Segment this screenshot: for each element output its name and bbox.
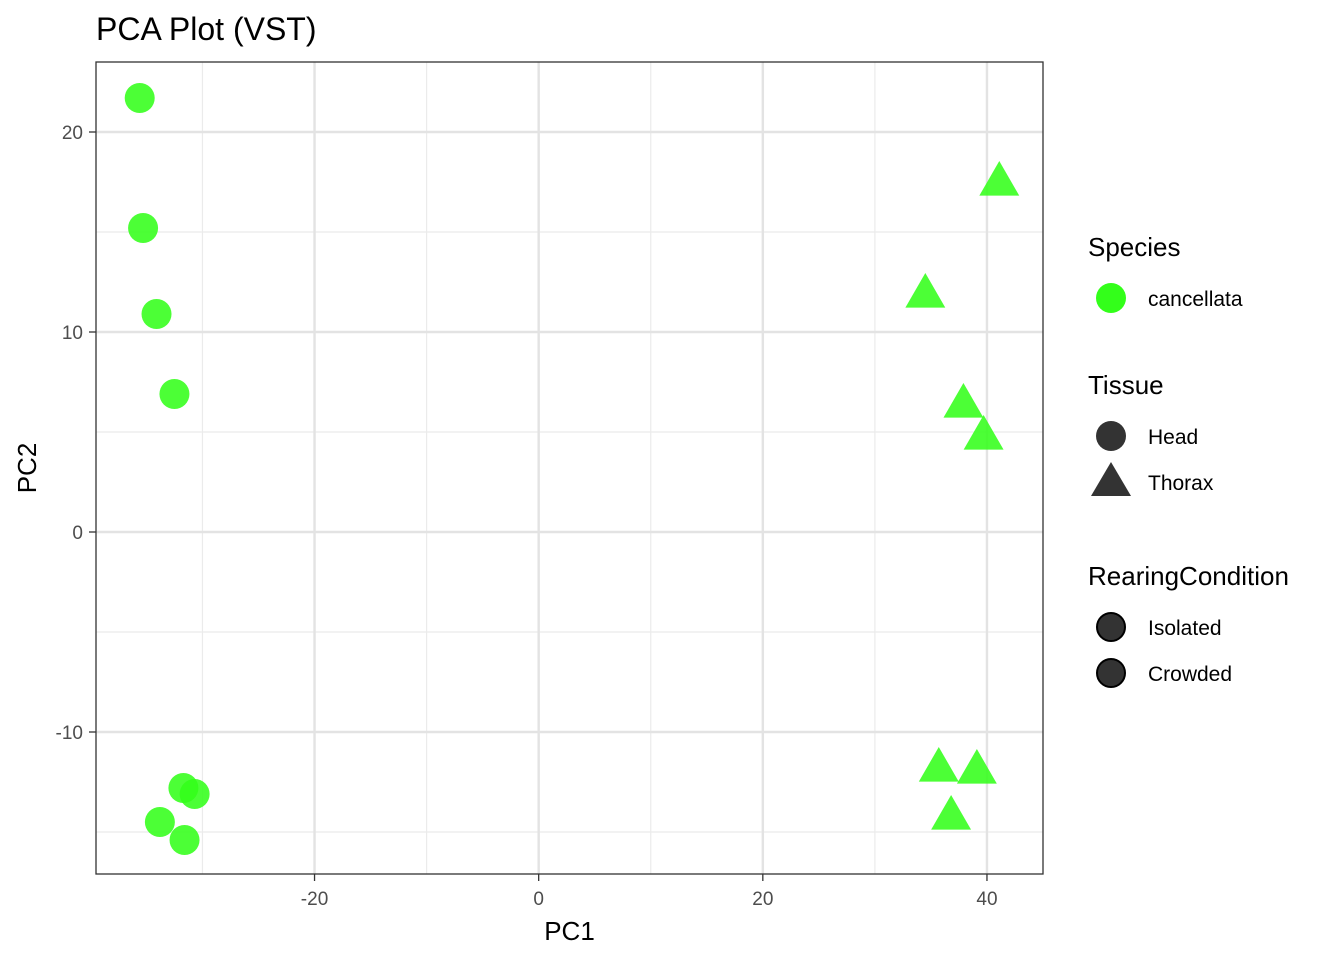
data-point-thorax — [905, 273, 946, 308]
y-tick-label: 0 — [72, 523, 83, 544]
legend-label: Thorax — [1148, 472, 1214, 495]
legend-title: Species — [1088, 232, 1181, 262]
legend-key-circle — [1096, 658, 1126, 688]
legend-key-triangle — [1091, 462, 1131, 496]
legend-title: RearingCondition — [1088, 561, 1289, 591]
data-point-head — [159, 379, 190, 409]
data-point-head — [128, 213, 159, 243]
data-point-thorax — [943, 383, 984, 418]
data-point-thorax — [979, 161, 1020, 196]
legend-key-circle — [1096, 283, 1126, 313]
data-point-thorax — [931, 795, 972, 830]
legend-label: cancellata — [1148, 288, 1243, 311]
data-point-thorax — [918, 747, 959, 782]
x-axis-label: PC1 — [544, 916, 595, 946]
legend-title: Tissue — [1088, 370, 1164, 400]
y-tick-label: 20 — [62, 123, 83, 144]
legend-label: Isolated — [1148, 617, 1222, 640]
plot-panel-border — [95, 61, 1044, 875]
x-axis-ticks: -20 0 20 40 — [301, 874, 998, 910]
data-point-thorax — [956, 749, 997, 784]
data-point-head — [124, 83, 155, 113]
legend-label: Crowded — [1148, 663, 1232, 686]
data-point-head — [144, 807, 175, 837]
y-tick-label: -10 — [56, 723, 83, 744]
x-tick-label: -20 — [301, 889, 328, 910]
x-tick-label: 40 — [976, 889, 997, 910]
legend-key-circle — [1096, 421, 1126, 451]
y-axis-ticks: -10 0 10 20 — [56, 123, 96, 744]
chart-title: PCA Plot (VST) — [96, 11, 317, 47]
data-point-head — [179, 779, 210, 809]
data-points — [124, 83, 1020, 855]
data-point-head — [141, 299, 172, 329]
legend-label: Head — [1148, 426, 1198, 449]
y-tick-label: 10 — [62, 323, 83, 344]
data-point-thorax — [963, 415, 1004, 450]
legend: Species cancellata Tissue Head Thorax Rearing… — [1088, 232, 1289, 688]
y-axis-label: PC2 — [12, 443, 42, 494]
x-tick-label: 0 — [533, 889, 544, 910]
legend-key-circle — [1096, 612, 1126, 642]
data-point-head — [169, 825, 200, 855]
grid — [96, 62, 1043, 874]
x-tick-label: 20 — [752, 889, 773, 910]
